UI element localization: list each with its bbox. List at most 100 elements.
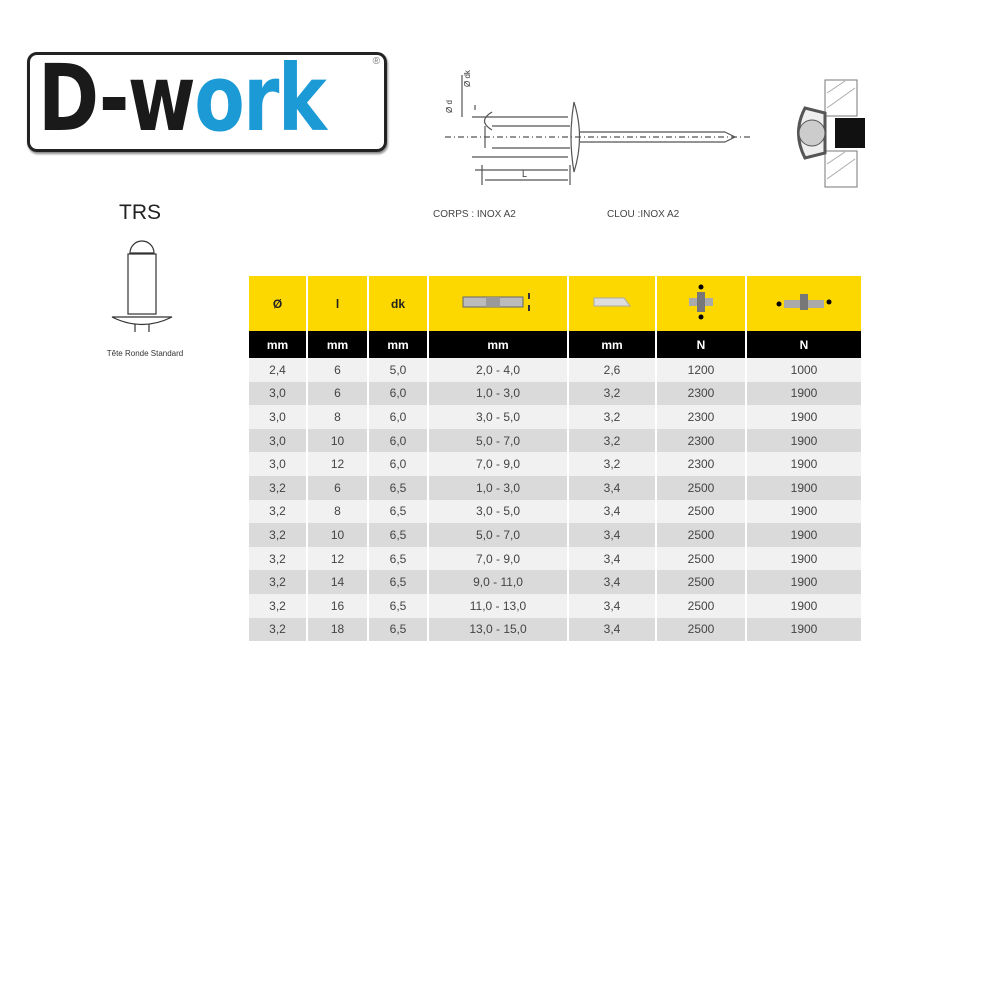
logo-text-blue: ork bbox=[194, 45, 327, 152]
table-cell: 6 bbox=[307, 358, 369, 382]
unit: mm bbox=[568, 331, 657, 358]
table-cell: 11,0 - 13,0 bbox=[428, 593, 569, 618]
shear-force-icon bbox=[656, 276, 747, 331]
table-cell: 6,5 bbox=[368, 475, 429, 500]
grip-range-icon bbox=[428, 276, 569, 331]
table-cell: 2500 bbox=[656, 593, 747, 618]
table-cell: 3,2 bbox=[249, 499, 308, 524]
col-head-diameter: dk bbox=[368, 276, 429, 331]
col-diameter: Ø bbox=[249, 276, 308, 331]
table-cell: 6,5 bbox=[368, 523, 429, 547]
table-cell: 3,2 bbox=[249, 593, 308, 618]
round-head-rivet-icon bbox=[111, 240, 173, 332]
table-cell: 3,2 bbox=[249, 546, 308, 571]
table-cell: 7,0 - 9,0 bbox=[428, 546, 569, 571]
table-row: 3,0 6 6,0 1,0 - 3,0 3,2 2300 1900 bbox=[249, 381, 863, 406]
table-cell: 2500 bbox=[656, 617, 747, 642]
rivet-dimension-drawing: Ø d Ø dk L bbox=[445, 69, 750, 185]
table-cell: 2,0 - 4,0 bbox=[428, 358, 569, 382]
table-cell: 1,0 - 3,0 bbox=[428, 381, 569, 406]
table-cell: 3,0 bbox=[249, 405, 308, 429]
table-cell: 3,0 bbox=[249, 452, 308, 476]
table-cell: 6,5 bbox=[368, 499, 429, 524]
table-cell: 3,4 bbox=[568, 617, 657, 642]
table-cell: 7,0 - 9,0 bbox=[428, 452, 569, 476]
d-work-logo: D-work ® bbox=[27, 49, 387, 152]
drill-icon bbox=[568, 276, 657, 331]
table-cell: 8 bbox=[307, 405, 369, 429]
tensile-force-icon bbox=[746, 276, 863, 331]
table-row: 3,2 18 6,5 13,0 - 15,0 3,4 2500 1900 bbox=[249, 617, 863, 642]
table-cell: 16 bbox=[307, 593, 369, 618]
table-cell: 12 bbox=[307, 452, 369, 476]
unit: mm bbox=[307, 331, 369, 358]
table-cell: 3,0 - 5,0 bbox=[428, 499, 569, 524]
table-cell: 10 bbox=[307, 428, 369, 453]
table-cell: 6 bbox=[307, 475, 369, 500]
table-cell: 2300 bbox=[656, 405, 747, 429]
table-row: 3,0 10 6,0 5,0 - 7,0 3,2 2300 1900 bbox=[249, 428, 863, 453]
table-cell: 2300 bbox=[656, 428, 747, 453]
unit: N bbox=[656, 331, 747, 358]
table-cell: 1900 bbox=[746, 593, 863, 618]
table-cell: 6,0 bbox=[368, 405, 429, 429]
table-cell: 1900 bbox=[746, 405, 863, 429]
table-cell: 3,2 bbox=[568, 381, 657, 406]
logo-text-dark: D-w bbox=[38, 45, 196, 152]
table-cell: 13,0 - 15,0 bbox=[428, 617, 569, 642]
table-cell: 12 bbox=[307, 546, 369, 571]
table-cell: 2,4 bbox=[249, 358, 308, 382]
table-cell: 2500 bbox=[656, 523, 747, 547]
specs-table: Ø l dk mm mm mm mm mm N N 2,4 6 5,0 2,0 - 4… bbox=[249, 276, 863, 642]
table-cell: 1000 bbox=[746, 358, 863, 382]
table-cell: 3,0 bbox=[249, 381, 308, 406]
table-cell: 3,2 bbox=[249, 617, 308, 642]
mandrel-material: CLOU :INOX A2 bbox=[607, 209, 680, 220]
head-type-code: TRS bbox=[119, 201, 161, 224]
table-cell: 9,0 - 11,0 bbox=[428, 570, 569, 594]
table-cell: 3,2 bbox=[568, 452, 657, 476]
table-cell: 6,5 bbox=[368, 570, 429, 594]
table-cell: 5,0 - 7,0 bbox=[428, 428, 569, 453]
table-cell: 3,4 bbox=[568, 593, 657, 618]
col-length: l bbox=[307, 276, 369, 331]
table-row: 3,2 8 6,5 3,0 - 5,0 3,4 2500 1900 bbox=[249, 499, 863, 524]
table-cell: 1,0 - 3,0 bbox=[428, 475, 569, 500]
table-cell: 6,5 bbox=[368, 617, 429, 642]
unit: N bbox=[746, 331, 863, 358]
table-row: 3,2 12 6,5 7,0 - 9,0 3,4 2500 1900 bbox=[249, 546, 863, 571]
table-cell: 2500 bbox=[656, 546, 747, 571]
body-material: CORPS : INOX A2 bbox=[433, 209, 516, 220]
table-row: 2,4 6 5,0 2,0 - 4,0 2,6 1200 1000 bbox=[249, 358, 863, 382]
table-cell: 5,0 - 7,0 bbox=[428, 523, 569, 547]
table-cell: 1900 bbox=[746, 452, 863, 476]
table-cell: 2,6 bbox=[568, 358, 657, 382]
table-row: 3,0 8 6,0 3,0 - 5,0 3,2 2300 1900 bbox=[249, 405, 863, 429]
registered-mark: ® bbox=[372, 56, 380, 67]
table-cell: 10 bbox=[307, 523, 369, 547]
table-cell: 2300 bbox=[656, 381, 747, 406]
table-cell: 1900 bbox=[746, 617, 863, 642]
table-row: 3,2 16 6,5 11,0 - 13,0 3,4 2500 1900 bbox=[249, 593, 863, 618]
dim-L: L bbox=[522, 169, 527, 179]
rivet-section-icon bbox=[797, 79, 865, 188]
table-cell: 1200 bbox=[656, 358, 747, 382]
table-cell: 8 bbox=[307, 499, 369, 524]
table-cell: 3,2 bbox=[568, 405, 657, 429]
table-cell: 3,4 bbox=[568, 499, 657, 524]
table-cell: 1900 bbox=[746, 523, 863, 547]
table-cell: 6,0 bbox=[368, 381, 429, 406]
table-cell: 3,2 bbox=[249, 570, 308, 594]
unit: mm bbox=[428, 331, 569, 358]
table-cell: 3,2 bbox=[568, 428, 657, 453]
head-type-caption: Tête Ronde Standard bbox=[106, 349, 184, 358]
table-cell: 2500 bbox=[656, 499, 747, 524]
table-cell: 2300 bbox=[656, 452, 747, 476]
table-cell: 3,2 bbox=[249, 523, 308, 547]
table-cell: 1900 bbox=[746, 475, 863, 500]
table-cell: 1900 bbox=[746, 381, 863, 406]
dim-dk: Ø dk bbox=[463, 69, 472, 87]
table-cell: 6,5 bbox=[368, 546, 429, 571]
table-cell: 5,0 bbox=[368, 358, 429, 382]
dim-d: Ø d bbox=[445, 100, 454, 113]
